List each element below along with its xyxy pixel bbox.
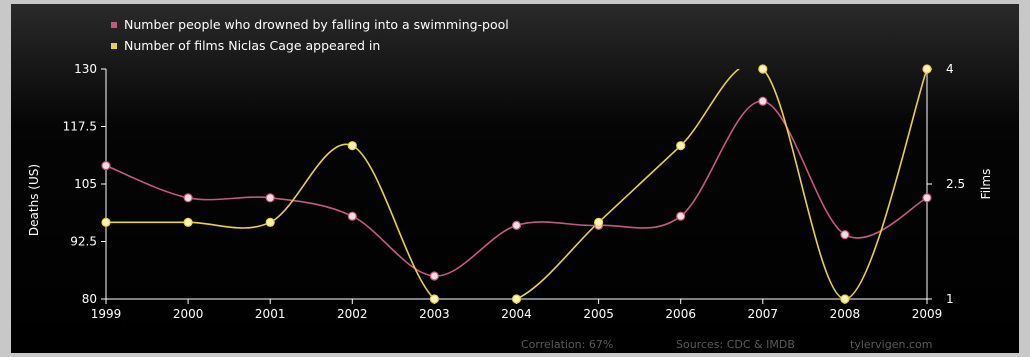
x-tick-label: 2002 (337, 307, 368, 321)
data-point-films (429, 294, 439, 304)
x-tick-label: 2005 (583, 307, 614, 321)
data-point-drowned (758, 96, 768, 106)
y-tick-label-left: 92.5 (70, 235, 97, 249)
x-tick-label: 1999 (91, 307, 122, 321)
y-tick-label-left: 130 (74, 62, 97, 76)
legend-swatch-drowned (111, 22, 117, 28)
legend-label-films: Number of films Niclas Cage appeared in (124, 38, 380, 53)
x-tick-label: 2004 (501, 307, 532, 321)
data-point-films (676, 141, 686, 151)
series-lines (105, 69, 928, 299)
y-tick-label-right: 2.5 (946, 177, 965, 191)
y-axis-title-left: Deaths (US) (27, 164, 41, 236)
data-point-films (101, 217, 111, 227)
footer-sources: Sources: CDC & IMDB (676, 338, 795, 351)
legend-swatch-films (111, 43, 117, 49)
data-point-drowned (922, 193, 932, 203)
x-tick-label: 2003 (419, 307, 450, 321)
series-points (101, 64, 932, 304)
data-point-films (183, 217, 193, 227)
data-point-films (265, 217, 275, 227)
y-tick-label-left: 105 (74, 177, 97, 191)
x-tick-label: 2009 (912, 307, 943, 321)
data-point-drowned (101, 161, 111, 171)
data-point-drowned (347, 211, 357, 221)
series-line-drowned (105, 100, 928, 277)
series-line-films (106, 69, 928, 299)
data-point-films (758, 64, 768, 74)
data-point-drowned (511, 220, 522, 230)
footer-site: tylervigen.com (850, 338, 932, 351)
x-tick-label: 2000 (173, 307, 204, 321)
x-tick-label: 2006 (665, 307, 696, 321)
data-point-films (593, 217, 604, 227)
footer-correlation: Correlation: 67% (521, 338, 613, 351)
data-point-drowned (840, 230, 850, 240)
y-tick-label-right: 4 (946, 62, 954, 76)
axes-group (101, 68, 932, 304)
x-tick-label: 2007 (748, 307, 779, 321)
data-point-films (511, 294, 522, 304)
legend-label-drowned: Number people who drowned by falling int… (124, 17, 509, 32)
data-point-films (840, 294, 850, 304)
y-tick-label-left: 117.5 (63, 120, 97, 134)
data-point-films (922, 64, 932, 74)
legend: Number people who drowned by falling int… (111, 17, 509, 53)
data-point-drowned (429, 271, 439, 281)
y-tick-label-left: 80 (82, 292, 97, 306)
x-tick-label: 2008 (830, 307, 861, 321)
data-point-drowned (183, 193, 193, 203)
data-point-films (347, 141, 357, 151)
tick-labels: 1999 2000 2001 2002 2003 2004 2005 2006 2007 2008… (63, 62, 965, 321)
data-point-drowned (676, 211, 686, 221)
x-tick-label: 2001 (255, 307, 286, 321)
data-point-drowned (265, 193, 275, 203)
y-axis-title-right: Films (979, 169, 993, 200)
y-tick-label-right: 1 (946, 292, 954, 306)
